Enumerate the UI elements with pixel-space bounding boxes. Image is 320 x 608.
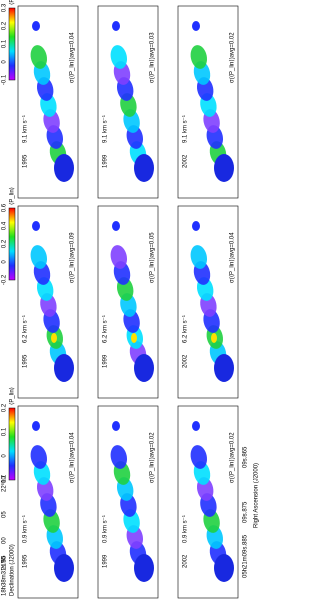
emission-blob (190, 245, 208, 269)
colorbar-tick-label: -0.1 (2, 474, 8, 485)
panel-sigma: σ(⟨P_lin⟩)avg=0.02 (149, 432, 156, 483)
colorbar-tick-label: 0.4 (2, 221, 8, 230)
dec-tick-label: 21'55 (2, 555, 8, 570)
emission-blob (192, 421, 200, 431)
emission-blob (30, 245, 48, 269)
panel-velocity: 9.1 km s⁻¹ (103, 115, 109, 143)
emission-blob (110, 245, 128, 269)
colorbar (8, 7, 16, 81)
panel: 2002 6.2 km s⁻¹ σ(⟨P_lin⟩)avg=0.04 (177, 205, 239, 399)
panel: 1995 6.2 km s⁻¹ σ(⟨P_lin⟩)avg=0.09 (17, 205, 79, 399)
panel-sigma: σ(⟨P_lin⟩)avg=0.04 (69, 32, 76, 83)
emission-blob (112, 421, 120, 431)
panel-year: 1999 (103, 354, 109, 368)
colorbar-label: ⟨P_lin⟩ (9, 187, 16, 205)
panel-year: 2002 (183, 554, 189, 568)
colorbar-label: ⟨P_lin⟩ (9, 387, 16, 405)
emission-blob (54, 354, 74, 382)
colorbar-tick-label: 0 (2, 260, 8, 264)
colorbar-tick-label: -0.1 (2, 74, 8, 85)
panel-year: 2002 (183, 354, 189, 368)
emission-blob (51, 333, 57, 343)
dec-tick-label: 00 (2, 537, 8, 544)
panel: 1999 6.2 km s⁻¹ σ(⟨P_lin⟩)avg=0.05 (97, 205, 159, 399)
rotated-figure: -0.100.10.2⟨P_lin⟩-0.200.20.40.6⟨P_lin⟩-… (2, 0, 260, 599)
panel-year: 1995 (23, 354, 29, 368)
ra-tick-label: 09s.865 (243, 446, 249, 468)
figure: -0.100.10.2⟨P_lin⟩-0.200.20.40.6⟨P_lin⟩-… (2, 0, 260, 599)
emission-blob (54, 154, 74, 182)
emission-blob (112, 21, 120, 31)
emission-blob (30, 45, 48, 69)
dec-tick-label: 18h38m31s.90 (2, 556, 8, 596)
emission-blob (211, 333, 217, 343)
dec-axis-title: Declination (J2000) (10, 544, 16, 596)
panel-sigma: σ(⟨P_lin⟩)avg=0.02 (229, 32, 236, 83)
emission-blob (134, 154, 154, 182)
panel-velocity: 0.9 km s⁻¹ (23, 515, 29, 543)
dec-tick-label: 22°10' (2, 475, 8, 492)
emission-blob (30, 445, 48, 469)
panel-velocity: 0.9 km s⁻¹ (183, 515, 189, 543)
panel: 1999 0.9 km s⁻¹ σ(⟨P_lin⟩)avg=0.02 (97, 405, 159, 599)
emission-blob (32, 221, 40, 231)
colorbar (8, 207, 16, 281)
emission-blob (214, 154, 234, 182)
panel-year: 1999 (103, 554, 109, 568)
panel-sigma: σ(⟨P_lin⟩)avg=0.04 (229, 232, 236, 283)
colorbar-tick-label: 0.2 (2, 21, 8, 30)
panel-year: 1999 (103, 154, 109, 168)
panel: 1999 9.1 km s⁻¹ σ(⟨P_lin⟩)avg=0.03 (97, 5, 159, 199)
panel-velocity: 0.9 km s⁻¹ (103, 515, 109, 543)
panel-year: 1995 (23, 554, 29, 568)
emission-blob (190, 45, 208, 69)
colorbar-tick-label: 0.1 (2, 39, 8, 48)
panel-velocity: 6.2 km s⁻¹ (23, 315, 29, 343)
emission-blob (54, 554, 74, 582)
panel: 1995 9.1 km s⁻¹ σ(⟨P_lin⟩)avg=0.04 (17, 5, 79, 199)
panel-sigma: σ(⟨P_lin⟩)avg=0.02 (229, 432, 236, 483)
panel-sigma: σ(⟨P_lin⟩)avg=0.05 (149, 232, 156, 283)
panel-velocity: 9.1 km s⁻¹ (183, 115, 189, 143)
panel: 1995 0.9 km s⁻¹ σ(⟨P_lin⟩)avg=0.04 (17, 405, 79, 599)
emission-blob (192, 221, 200, 231)
emission-blob (131, 333, 137, 343)
panel: 2002 0.9 km s⁻¹ σ(⟨P_lin⟩)avg=0.02 (177, 405, 239, 599)
colorbar (8, 407, 16, 481)
panel: 2002 9.1 km s⁻¹ σ(⟨P_lin⟩)avg=0.02 (177, 5, 239, 199)
emission-blob (192, 21, 200, 31)
colorbar-tick-label: 0.2 (2, 403, 8, 412)
emission-blob (110, 445, 128, 469)
panel-velocity: 6.2 km s⁻¹ (103, 315, 109, 343)
emission-blob (110, 45, 128, 69)
panel-sigma: σ(⟨P_lin⟩)avg=0.03 (149, 32, 156, 83)
colorbar-label: ⟨P_lin⟩ (9, 0, 16, 5)
panel-year: 1995 (23, 154, 29, 168)
colorbar-tick-label: 0 (2, 60, 8, 64)
colorbar-tick-label: -0.2 (2, 274, 8, 285)
dec-tick-label: 05 (2, 511, 8, 518)
emission-blob (190, 445, 208, 469)
emission-blob (134, 354, 154, 382)
panel-velocity: 9.1 km s⁻¹ (23, 115, 29, 143)
panel-sigma: σ(⟨P_lin⟩)avg=0.04 (69, 432, 76, 483)
panel-year: 2002 (183, 154, 189, 168)
emission-blob (112, 221, 120, 231)
ra-tick-label: 05h21m09s.885 (243, 534, 249, 578)
colorbar-tick-label: 0.6 (2, 203, 8, 212)
colorbar-tick-label: 0.1 (2, 427, 8, 436)
panel-sigma: σ(⟨P_lin⟩)avg=0.09 (69, 232, 76, 283)
ra-axis-title: Right Ascension (J2000) (254, 463, 260, 528)
emission-blob (214, 354, 234, 382)
panel-velocity: 6.2 km s⁻¹ (183, 315, 189, 343)
emission-blob (32, 421, 40, 431)
colorbar-tick-label: 0.3 (2, 3, 8, 12)
colorbar-tick-label: 0 (2, 454, 8, 458)
emission-blob (214, 554, 234, 582)
emission-blob (134, 554, 154, 582)
colorbar-tick-label: 0.2 (2, 239, 8, 248)
ra-tick-label: 09s.875 (243, 501, 249, 523)
emission-blob (32, 21, 40, 31)
